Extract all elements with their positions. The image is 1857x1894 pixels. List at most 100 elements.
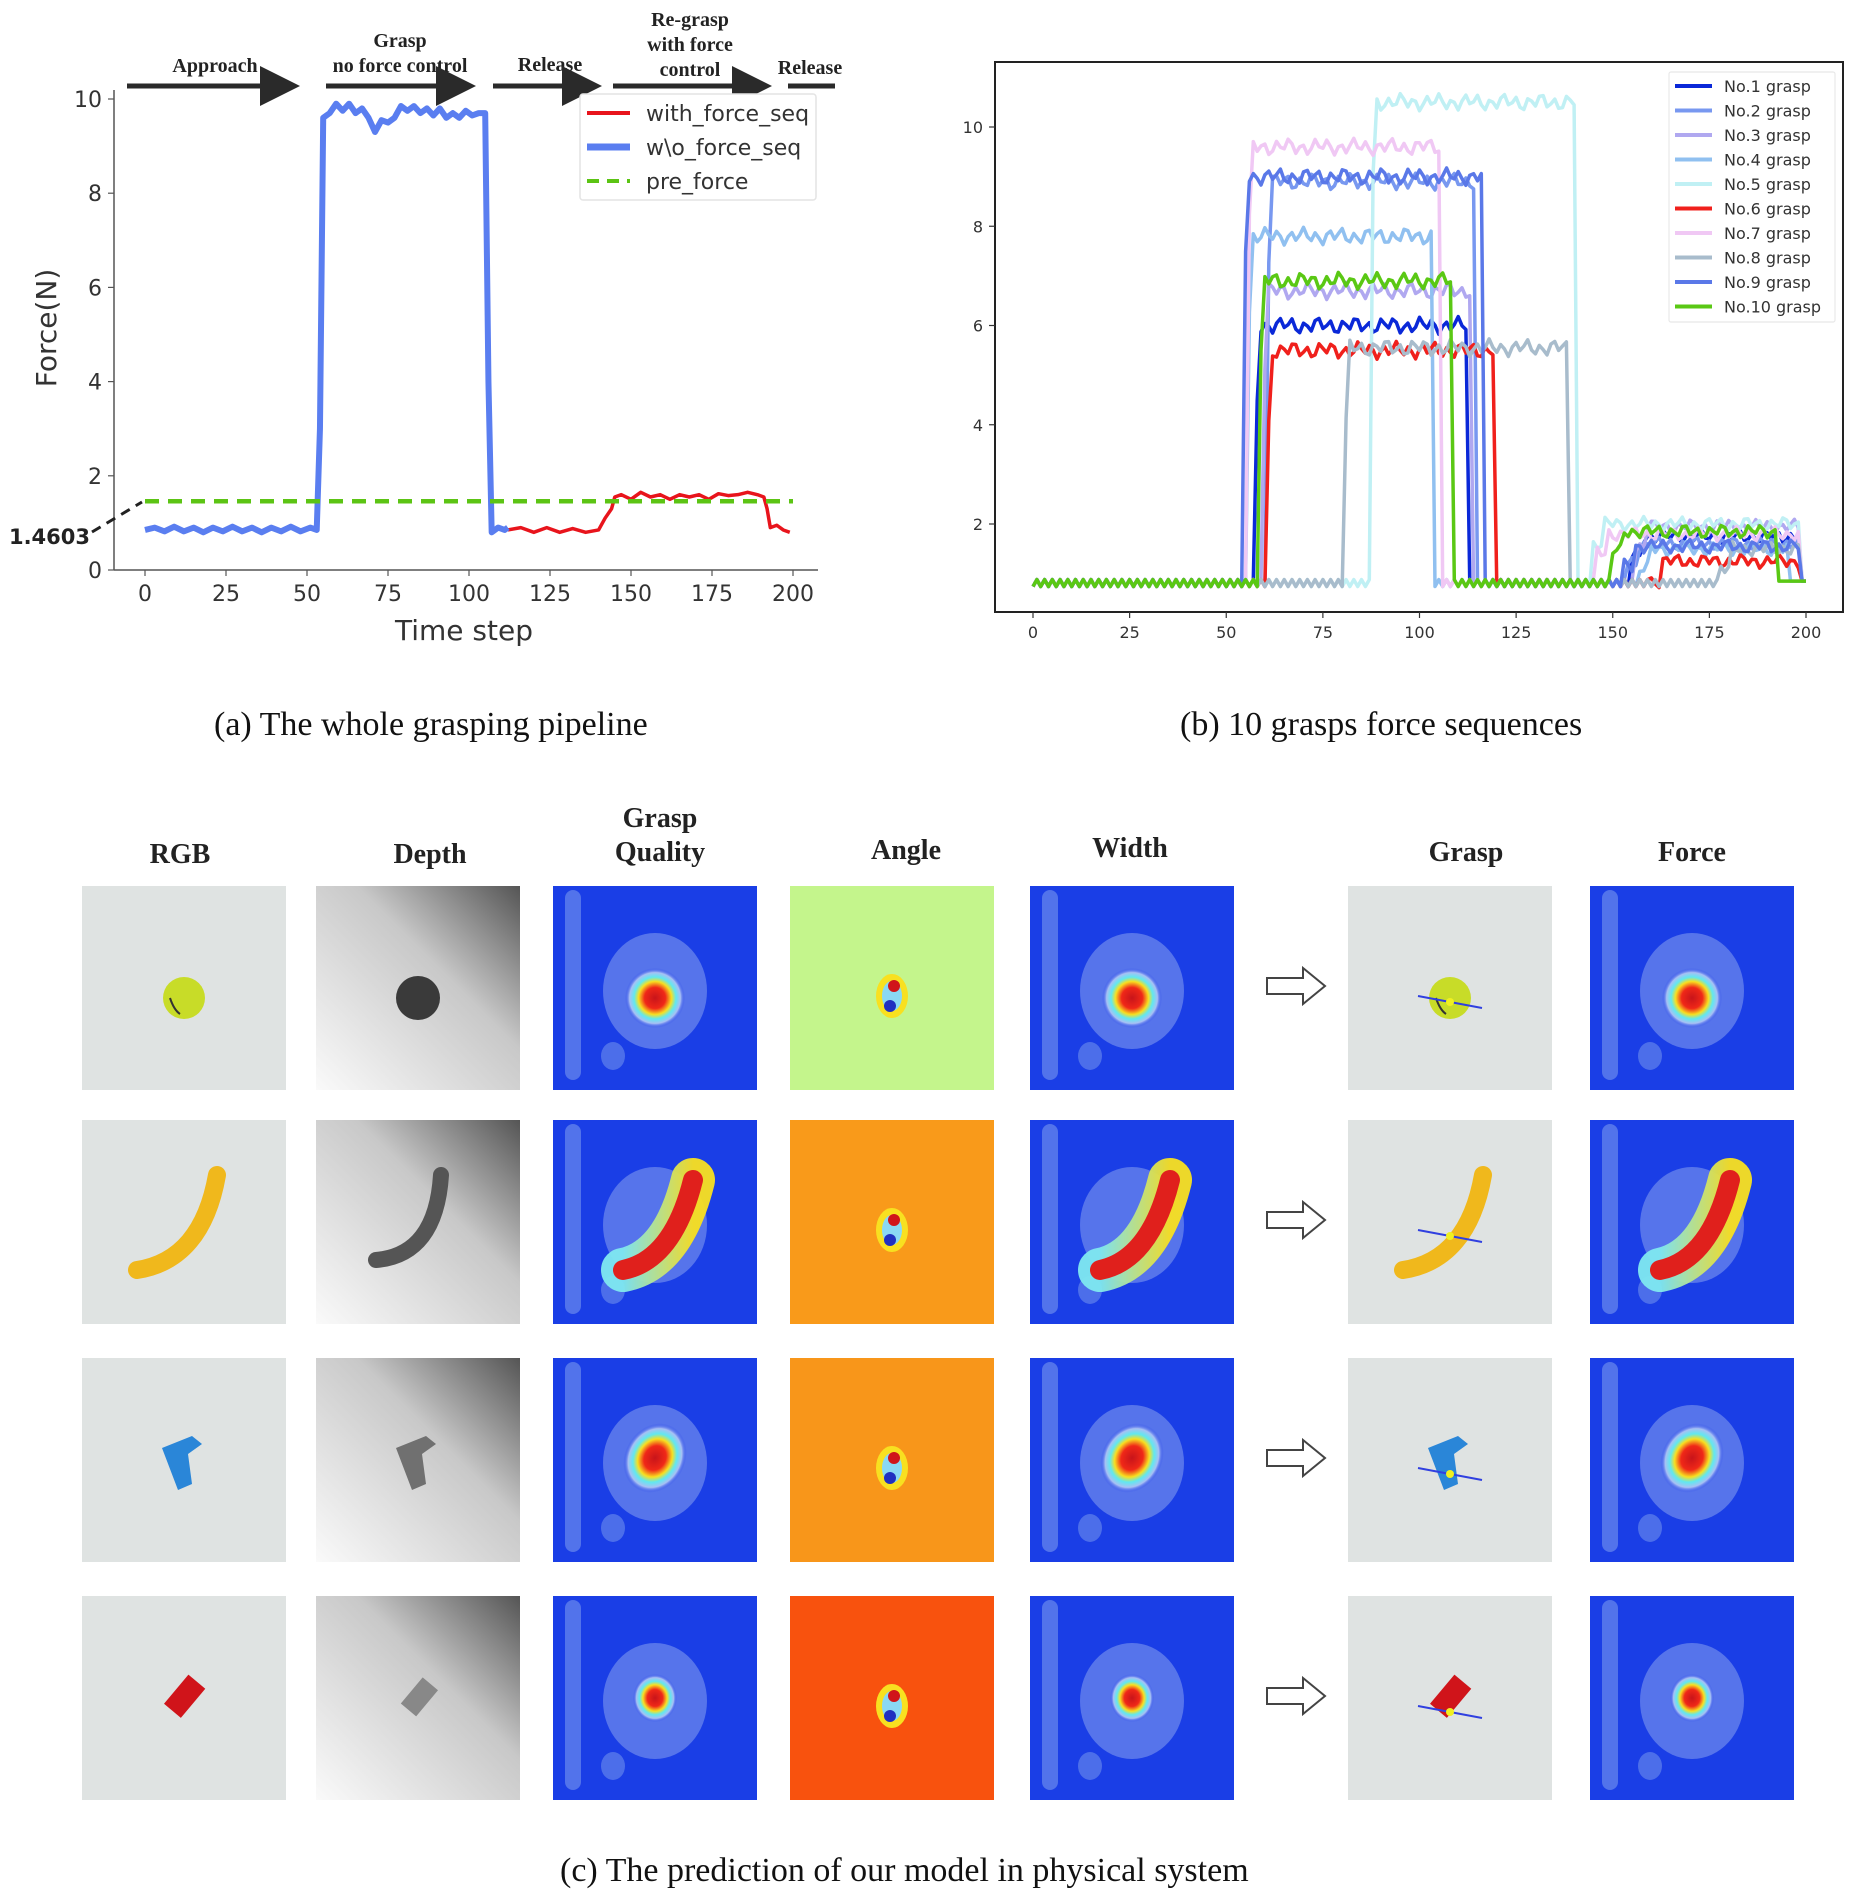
grasp-quality-map	[553, 886, 757, 1090]
rgb-image	[82, 886, 286, 1090]
x-axis-label: Time step	[394, 614, 533, 647]
y-axis-label: Force(N)	[30, 269, 63, 388]
legend-label: No.10 grasp	[1724, 298, 1821, 317]
caption-c: (c) The prediction of our model in physi…	[560, 1852, 1249, 1889]
right-arrow-icon	[1265, 1437, 1327, 1482]
angle-map	[790, 886, 994, 1090]
angle-map	[790, 1596, 994, 1800]
y-tick-label: 2	[973, 515, 983, 534]
rgb-image	[82, 1596, 286, 1800]
legend-label: No.4 grasp	[1724, 151, 1811, 170]
x-tick-label: 200	[772, 582, 814, 607]
phase-label-release-2: Release	[777, 57, 843, 79]
grasp-quality-map	[553, 1358, 757, 1562]
x-tick-label: 25	[1119, 623, 1139, 642]
grasp-image	[1348, 1358, 1552, 1562]
legend-label: No.8 grasp	[1724, 249, 1811, 268]
col-header-force: Force	[1658, 837, 1726, 868]
caption-b: (b) 10 grasps force sequences	[1180, 706, 1583, 743]
legend-label: No.3 grasp	[1724, 126, 1811, 145]
depth-image	[316, 1120, 520, 1324]
rgb-image	[82, 1120, 286, 1324]
legend-label: No.7 grasp	[1724, 224, 1811, 243]
col-header-rgb: RGB	[149, 839, 211, 870]
legend-label: No.9 grasp	[1724, 273, 1811, 292]
legend-box	[579, 93, 817, 201]
depth-image	[316, 886, 520, 1090]
x-tick-label: 200	[1791, 623, 1822, 642]
x-tick-label: 50	[293, 582, 321, 607]
phase-label-regrasp: Re-grasp with force control	[647, 9, 733, 81]
angle-map	[790, 1120, 994, 1324]
series-with-force-seq	[507, 490, 791, 535]
series-no-10-grasp	[1031, 270, 1806, 589]
x-tick-label: 175	[1694, 623, 1725, 642]
subfigure-c: RGB Depth Grasp Quality Angle Width Gras…	[0, 790, 1857, 1894]
y-tick-label: 2	[88, 465, 102, 490]
col-header-width: Width	[1092, 833, 1168, 864]
angle-map	[790, 1358, 994, 1562]
x-tick-label: 175	[691, 582, 733, 607]
legend-label: No.6 grasp	[1724, 200, 1811, 219]
col-header-grasp: Grasp	[1428, 837, 1504, 868]
legend-label: with_force_seq	[646, 102, 809, 127]
y-tick-label: 8	[973, 217, 983, 236]
width-map	[1030, 1596, 1234, 1800]
x-tick-label: 50	[1216, 623, 1236, 642]
force-map	[1590, 1120, 1794, 1324]
x-tick-label: 0	[138, 582, 152, 607]
x-tick-label: 0	[1028, 623, 1038, 642]
subfigure-b: 2 4 6 8 10 0 25 50 75 100 125 150 175 200 No.1 grasp N…	[960, 0, 1857, 660]
legend-label: No.1 grasp	[1724, 77, 1811, 96]
annotation-1-4603: 1.4603	[9, 525, 90, 549]
force-map	[1590, 1596, 1794, 1800]
x-tick-label: 150	[610, 582, 652, 607]
depth-image	[316, 1358, 520, 1562]
caption-a: (a) The whole grasping pipeline	[214, 706, 648, 743]
x-tick-label: 100	[448, 582, 490, 607]
y-tick-label: 8	[88, 182, 102, 207]
y-tick-label: 10	[963, 118, 983, 137]
grasp-image	[1348, 1596, 1552, 1800]
width-map	[1030, 1358, 1234, 1562]
y-tick-label: 4	[973, 416, 983, 435]
x-tick-label: 100	[1404, 623, 1435, 642]
x-tick-label: 25	[212, 582, 240, 607]
y-tick-label: 6	[973, 317, 983, 336]
right-arrow-icon	[1265, 965, 1327, 1010]
col-header-grasp-quality: Grasp Quality	[614, 803, 706, 868]
grasp-image	[1348, 1120, 1552, 1324]
x-tick-label: 125	[1501, 623, 1532, 642]
y-tick-label: 10	[74, 88, 102, 113]
legend-label: w\o_force_seq	[646, 136, 801, 161]
x-tick-label: 150	[1597, 623, 1628, 642]
series-w-o-force-seq	[144, 100, 510, 536]
right-arrow-icon	[1265, 1199, 1327, 1244]
legend-label: No.2 grasp	[1724, 102, 1811, 121]
rgb-image	[82, 1358, 286, 1562]
legend-label: pre_force	[646, 170, 748, 195]
phase-label-approach: Approach	[172, 55, 258, 77]
col-header-depth: Depth	[393, 839, 467, 870]
width-map	[1030, 886, 1234, 1090]
col-header-angle: Angle	[871, 835, 941, 866]
width-map	[1030, 1120, 1234, 1324]
force-map	[1590, 886, 1794, 1090]
legend-label: No.5 grasp	[1724, 175, 1811, 194]
right-arrow-icon	[1265, 1675, 1327, 1720]
phase-label-grasp: Grasp no force control	[332, 30, 468, 77]
grasp-quality-map	[553, 1120, 757, 1324]
x-tick-label: 125	[529, 582, 571, 607]
y-tick-label: 6	[88, 276, 102, 301]
x-tick-label: 75	[1313, 623, 1333, 642]
force-map	[1590, 1358, 1794, 1562]
depth-image	[316, 1596, 520, 1800]
y-tick-label: 0	[88, 559, 102, 584]
annotation-leader	[91, 500, 143, 534]
grasp-quality-map	[553, 1596, 757, 1800]
y-tick-label: 4	[88, 371, 102, 396]
subfigure-a: Approach Grasp no force control Release …	[0, 0, 850, 660]
x-tick-label: 75	[374, 582, 402, 607]
